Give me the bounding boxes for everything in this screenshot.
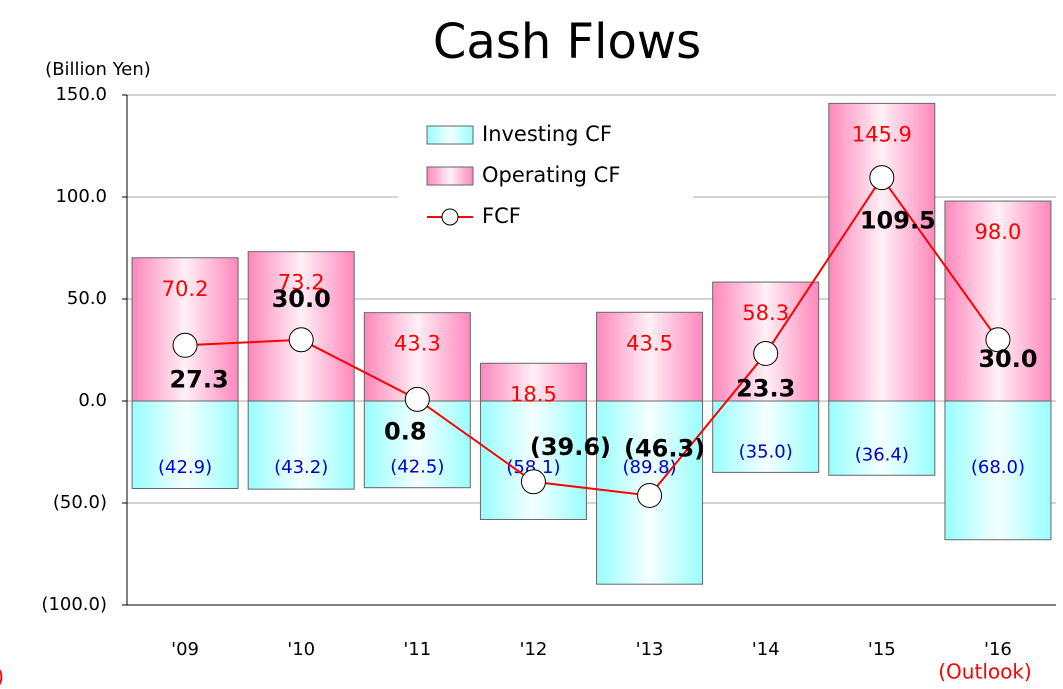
marker xyxy=(288,327,314,353)
y-tick-label: 50.0 xyxy=(67,288,107,309)
value-label: (68.0) xyxy=(971,457,1025,478)
value-label: 27.3 xyxy=(169,365,228,393)
marker xyxy=(869,165,895,191)
bar xyxy=(363,312,471,402)
value-label: 18.5 xyxy=(510,382,557,406)
value-label: 30.0 xyxy=(978,345,1037,373)
value-label: (42.9) xyxy=(158,457,212,478)
y-tick-label: 100.0 xyxy=(55,186,107,207)
value-label: 73.2 xyxy=(278,271,325,295)
value-label: (35.0) xyxy=(739,441,793,462)
value-label: 98.0 xyxy=(975,220,1022,244)
value-label: (89.8) xyxy=(623,457,677,478)
legend-swatch xyxy=(441,208,459,226)
y-tick-label: 150.0 xyxy=(55,84,107,105)
x-tick-label: '09 xyxy=(171,639,199,660)
x-tick-label: '12 xyxy=(520,639,548,660)
value-label: (46.3) xyxy=(624,434,705,462)
bar xyxy=(944,400,1052,541)
legend-label: FCF xyxy=(482,204,521,228)
value-label: 145.9 xyxy=(852,122,912,146)
value-label: 43.3 xyxy=(394,332,441,356)
value-label: 23.3 xyxy=(736,374,795,402)
bar xyxy=(828,102,936,402)
y-tick-label: 0.0 xyxy=(78,390,107,411)
value-label: (39.6) xyxy=(530,433,611,461)
value-label: 30.0 xyxy=(272,285,331,313)
x-tick-label: '15 xyxy=(868,639,896,660)
annotation: (Outlook) xyxy=(938,660,1031,684)
marker xyxy=(637,482,663,508)
legend-label: Operating CF xyxy=(482,163,620,187)
bar xyxy=(479,400,587,521)
marker xyxy=(404,386,430,412)
legend-swatch xyxy=(426,166,474,186)
legend-swatch xyxy=(426,125,474,145)
bar xyxy=(712,400,820,473)
marker xyxy=(520,469,546,495)
bar xyxy=(247,400,355,490)
value-label: 58.3 xyxy=(742,301,789,325)
x-tick-label: '14 xyxy=(752,639,780,660)
x-tick-label: '11 xyxy=(403,639,431,660)
value-label: (36.4) xyxy=(855,444,909,465)
value-label: (43.2) xyxy=(274,457,328,478)
bar xyxy=(596,311,704,402)
x-tick-label: '16 xyxy=(984,639,1012,660)
bar xyxy=(828,400,936,476)
x-tick-label: '10 xyxy=(287,639,315,660)
bar xyxy=(131,257,239,402)
marker xyxy=(753,340,779,366)
value-label: 0.8 xyxy=(384,417,427,445)
bar xyxy=(944,200,1052,402)
y-axis-label: (Billion Yen) xyxy=(45,59,151,80)
chart-title: Cash Flows xyxy=(433,14,701,70)
legend-label: Investing CF xyxy=(482,122,612,146)
marker xyxy=(172,332,198,358)
value-label: 109.5 xyxy=(860,207,936,235)
marker xyxy=(985,327,1011,353)
y-tick-label: (100.0) xyxy=(41,594,107,615)
bar xyxy=(363,400,471,489)
bar xyxy=(131,400,239,490)
x-tick-label: '13 xyxy=(636,639,664,660)
value-label: 43.5 xyxy=(626,331,673,355)
value-label: (42.5) xyxy=(390,457,444,478)
value-label: 70.2 xyxy=(162,277,209,301)
y-tick-label: (50.0) xyxy=(53,492,107,513)
line xyxy=(185,175,999,497)
bar xyxy=(247,251,355,402)
annotation: ) xyxy=(0,665,4,689)
bar xyxy=(479,362,587,402)
